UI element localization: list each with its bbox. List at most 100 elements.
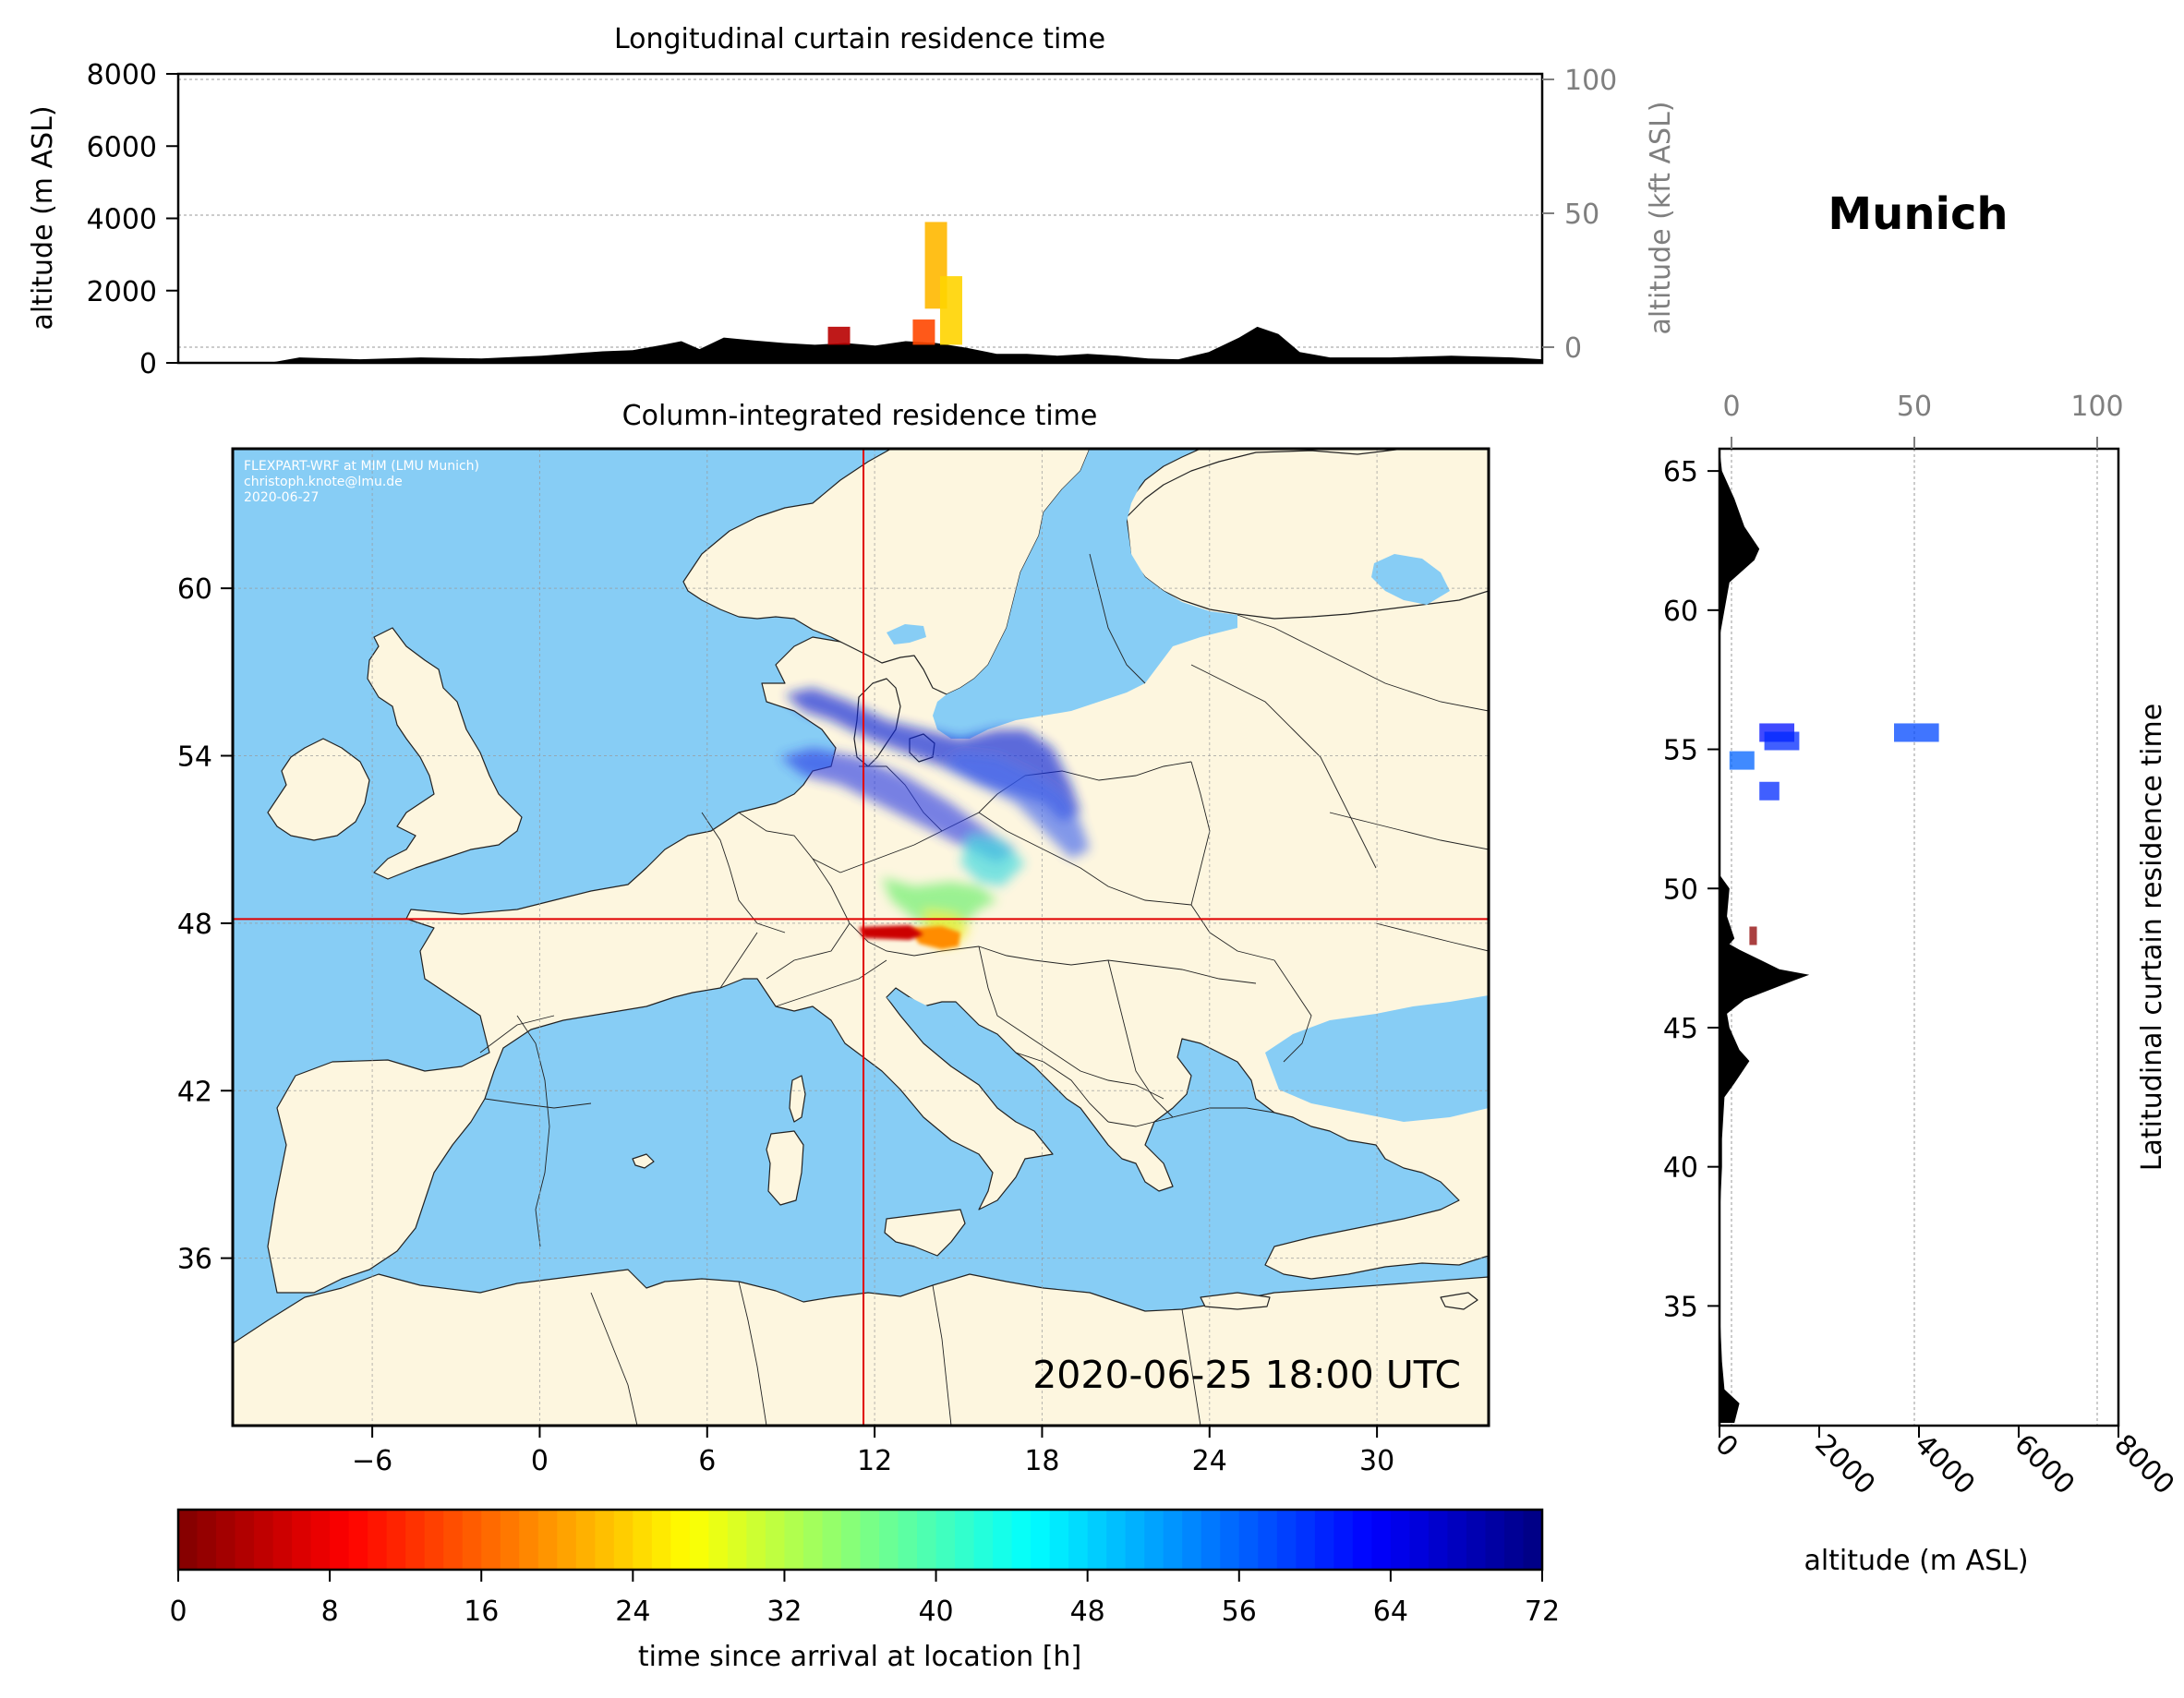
plume-blue-mid xyxy=(942,753,1090,859)
map-xtick-label: 30 xyxy=(1359,1445,1394,1477)
lake-vanern xyxy=(887,624,926,644)
colorbar-swatch xyxy=(1333,1510,1354,1570)
colorbar-swatch xyxy=(613,1510,633,1570)
colorbar-swatch xyxy=(1409,1510,1430,1570)
latitudinal-ylabel: Latitudinal curtain residence time xyxy=(2136,704,2168,1171)
latitudinal-top-tick-label: 0 xyxy=(1722,391,1740,423)
colorbar-swatch xyxy=(1106,1510,1127,1570)
land-balearics xyxy=(632,1153,655,1169)
plume-red xyxy=(859,925,923,940)
location-title: Munich xyxy=(1828,188,2008,240)
longitudinal-ytick-label: 6000 xyxy=(87,131,157,163)
colorbar-swatch xyxy=(727,1510,748,1570)
latitudinal-ytick-label: 55 xyxy=(1663,735,1698,767)
residence-plume xyxy=(780,688,1090,949)
land-sicily xyxy=(884,1209,966,1257)
longitudinal-gridlines xyxy=(178,78,1542,348)
colorbar-swatch xyxy=(1485,1510,1505,1570)
colorbar-tick-label: 0 xyxy=(169,1596,187,1628)
colorbar-swatches xyxy=(178,1510,1543,1570)
colorbar-swatch xyxy=(1125,1510,1145,1570)
latitudinal-ytick-label: 35 xyxy=(1663,1291,1698,1323)
colorbar-swatch xyxy=(1276,1510,1297,1570)
colorbar-tick-label: 32 xyxy=(766,1596,802,1628)
colorbar-swatch xyxy=(462,1510,482,1570)
colorbar-swatch xyxy=(1144,1510,1164,1570)
latitudinal-xtick-label: 6000 xyxy=(2008,1428,2081,1501)
latitudinal-residence-marks xyxy=(1729,723,1939,945)
colorbar-swatch xyxy=(1428,1510,1449,1570)
land-sardinia xyxy=(766,1130,804,1206)
colorbar-tick-label: 48 xyxy=(1070,1596,1105,1628)
colorbar-swatch xyxy=(1049,1510,1069,1570)
land-great-britain xyxy=(367,627,523,880)
longitudinal-terrain-area xyxy=(178,326,1542,363)
credit-line-2: christoph.knote@lmu.de xyxy=(244,475,403,489)
colorbar-swatch xyxy=(1011,1510,1032,1570)
map-xtick-label: 0 xyxy=(531,1445,549,1477)
colorbar-swatch xyxy=(1352,1510,1372,1570)
colorbar-swatch xyxy=(822,1510,842,1570)
land-europe xyxy=(267,449,1489,1294)
credit-line-1: FLEXPART-WRF at MIM (LMU Munich) xyxy=(244,459,479,474)
land-ireland xyxy=(267,738,370,841)
map-ytick-label: 54 xyxy=(177,741,212,774)
colorbar-swatch xyxy=(348,1510,368,1570)
longitudinal-right-tick-label: 50 xyxy=(1564,199,1599,231)
map-ytick-label: 36 xyxy=(177,1244,212,1276)
latitudinal-latitude-axis: 35 40 45 50 55 60 65 xyxy=(1663,456,1719,1323)
latitudinal-xtick-label: 8000 xyxy=(2107,1428,2180,1501)
colorbar-swatch xyxy=(1314,1510,1334,1570)
country-borders xyxy=(479,553,1489,1426)
latitudinal-altitude-axis: 0 2000 4000 6000 8000 xyxy=(1708,1426,2180,1501)
plume-blue-lower xyxy=(780,748,1016,863)
colorbar-axis: 0 8 16 24 32 40 48 56 64 72 xyxy=(169,1570,1560,1628)
longitudinal-residence-segment xyxy=(827,326,851,345)
latitudinal-xlabel: altitude (m ASL) xyxy=(1804,1545,2028,1577)
colorbar-swatch xyxy=(500,1510,520,1570)
colorbar-tick-label: 72 xyxy=(1525,1596,1560,1628)
colorbar-swatch xyxy=(1163,1510,1183,1570)
column-map-panel: Column-integrated residence time xyxy=(177,400,1490,1477)
colorbar-swatch xyxy=(557,1510,577,1570)
colorbar-swatch xyxy=(1503,1510,1525,1570)
timestamp-label: 2020-06-25 18:00 UTC xyxy=(1032,1353,1461,1397)
colorbar-swatch xyxy=(935,1510,956,1570)
map-title: Column-integrated residence time xyxy=(622,400,1098,432)
colorbar-swatch xyxy=(330,1510,350,1570)
longitudinal-residence-segment xyxy=(912,319,935,345)
colorbar-swatch xyxy=(993,1510,1013,1570)
latitudinal-ytick-label: 45 xyxy=(1663,1013,1698,1045)
colorbar-swatch xyxy=(1296,1510,1316,1570)
colorbar-label: time since arrival at location [h] xyxy=(638,1641,1081,1673)
longitudinal-residence-marks xyxy=(827,222,962,345)
latitudinal-xtick-label: 0 xyxy=(1708,1428,1744,1463)
longitudinal-right-tick-label: 100 xyxy=(1564,65,1617,97)
longitudinal-residence-segment xyxy=(939,276,962,345)
colorbar-swatch xyxy=(481,1510,501,1570)
longitudinal-ytick-label: 4000 xyxy=(87,204,157,236)
colorbar-swatch xyxy=(519,1510,539,1570)
map-xtick-label: 12 xyxy=(857,1445,892,1477)
colorbar-swatch xyxy=(802,1510,824,1570)
colorbar-swatch xyxy=(197,1510,217,1570)
colorbar-swatch xyxy=(651,1510,671,1570)
colorbar-swatch xyxy=(595,1510,615,1570)
latitudinal-residence-segment xyxy=(1729,751,1755,770)
map-latitude-axis: 36 42 48 54 60 xyxy=(177,573,233,1276)
longitudinal-right-tick-label: 0 xyxy=(1564,332,1582,365)
latitudinal-ytick-label: 50 xyxy=(1663,873,1698,906)
colorbar-swatch xyxy=(1371,1510,1392,1570)
latitudinal-ytick-label: 40 xyxy=(1663,1152,1698,1185)
colorbar-swatch xyxy=(955,1510,975,1570)
lake-ladoga xyxy=(1371,554,1450,605)
land-crete xyxy=(1200,1292,1271,1310)
colorbar-swatch xyxy=(840,1510,862,1570)
latitudinal-ytick-label: 65 xyxy=(1663,456,1698,488)
longitudinal-ytick-label: 8000 xyxy=(87,59,157,91)
colorbar-swatch xyxy=(879,1510,899,1570)
longitudinal-ylabel-right: altitude (kft ASL) xyxy=(1645,101,1677,334)
colorbar-swatch xyxy=(386,1510,406,1570)
